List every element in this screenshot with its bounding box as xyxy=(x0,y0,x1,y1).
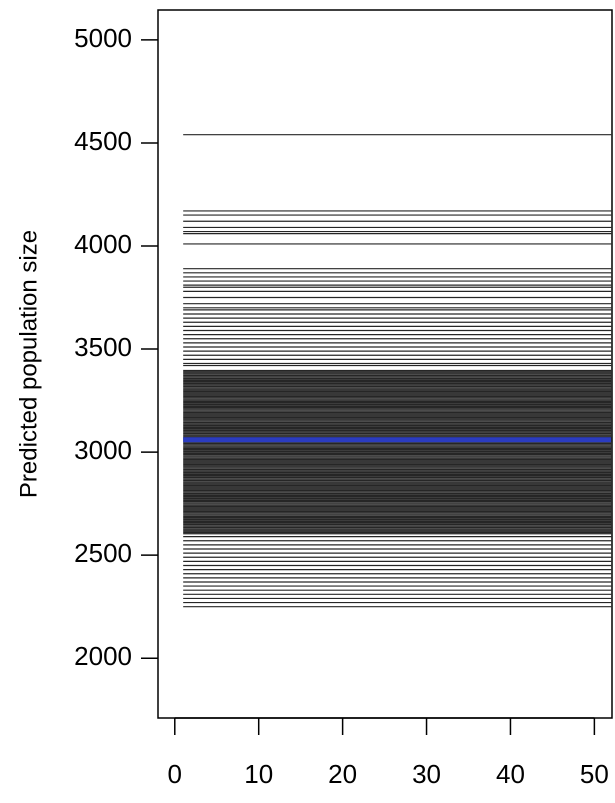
y-tick-label: 5000 xyxy=(74,23,132,53)
x-tick-label: 30 xyxy=(412,759,441,789)
x-tick-label: 20 xyxy=(328,759,357,789)
y-tick-label: 2000 xyxy=(74,641,132,671)
x-tick-label: 10 xyxy=(244,759,273,789)
x-tick-label: 40 xyxy=(496,759,525,789)
x-tick-label: 0 xyxy=(168,759,182,789)
y-tick-label: 3000 xyxy=(74,435,132,465)
y-tick-label: 4000 xyxy=(74,229,132,259)
y-tick-label: 4500 xyxy=(74,126,132,156)
x-tick-label: 50 xyxy=(580,759,609,789)
y-tick-label: 3500 xyxy=(74,332,132,362)
y-tick-label: 2500 xyxy=(74,538,132,568)
y-axis-label: Predicted population size xyxy=(15,230,42,498)
